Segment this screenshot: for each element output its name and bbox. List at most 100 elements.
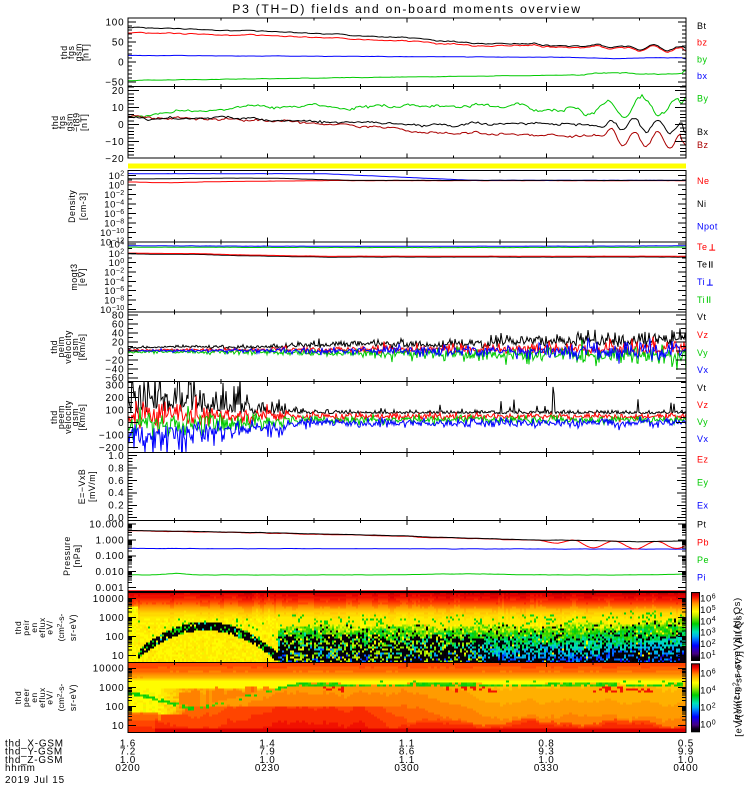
svg-text:eV/: eV/ <box>45 690 55 704</box>
svg-text:100: 100 <box>105 702 124 713</box>
svg-text:Bx: Bx <box>697 127 708 137</box>
svg-text:eV/: eV/ <box>45 620 55 634</box>
svg-text:0330: 0330 <box>534 763 559 774</box>
svg-text:Density: Density <box>67 190 77 223</box>
svg-text:10.000: 10.000 <box>89 519 124 530</box>
svg-text:−4: −4 <box>116 199 125 206</box>
svg-text:0.8: 0.8 <box>108 463 124 474</box>
svg-text:10: 10 <box>112 103 125 114</box>
svg-text:2019 Jul 15: 2019 Jul 15 <box>5 775 65 786</box>
svg-text:0.6: 0.6 <box>108 476 124 487</box>
svg-text:gsm: gsm <box>64 113 74 131</box>
svg-text:gsm: gsm <box>70 338 80 356</box>
svg-text:0.001: 0.001 <box>96 583 125 594</box>
svg-text:peem: peem <box>56 405 66 429</box>
svg-text:[eV]: [eV] <box>77 268 87 286</box>
svg-text:100: 100 <box>105 632 124 643</box>
svg-text:0.2: 0.2 <box>108 501 124 512</box>
svg-text:Ez: Ez <box>697 455 708 465</box>
svg-text:0200: 0200 <box>115 763 140 774</box>
svg-text:E=−VxB: E=−VxB <box>77 469 87 505</box>
svg-text:sr-eV): sr-eV) <box>68 684 78 711</box>
svg-text:1.4: 1.4 <box>259 738 275 749</box>
svg-text:2: 2 <box>120 171 124 178</box>
svg-text:2: 2 <box>712 639 716 646</box>
svg-text:mogt3: mogt3 <box>69 263 79 290</box>
svg-text:[eV/(cm2-s-sr-eV)] (All Qs): [eV/(cm2-s-sr-eV)] (All Qs) <box>734 611 745 736</box>
svg-text:gsm: gsm <box>70 408 80 426</box>
svg-text:−12: −12 <box>112 237 125 244</box>
svg-text:−6: −6 <box>116 286 125 293</box>
svg-text:−8: −8 <box>116 218 125 225</box>
svg-text:0.8: 0.8 <box>538 738 554 749</box>
svg-text:0300: 0300 <box>394 763 419 774</box>
svg-text:10: 10 <box>104 295 116 306</box>
svg-text:3: 3 <box>712 628 716 635</box>
svg-text:1.000: 1.000 <box>96 535 125 546</box>
svg-text:[nT]: [nT] <box>79 114 89 131</box>
svg-text:[cm-3]: [cm-3] <box>78 192 88 220</box>
svg-text:Vt: Vt <box>697 312 706 322</box>
svg-text:eflux: eflux <box>37 617 47 638</box>
svg-text:4: 4 <box>120 239 124 246</box>
svg-text:peir: peir <box>21 619 31 635</box>
svg-text:50: 50 <box>112 37 125 48</box>
svg-text:10: 10 <box>109 258 121 269</box>
svg-text:en: en <box>29 692 39 703</box>
svg-text:10: 10 <box>700 628 712 639</box>
svg-text:7.2: 7.2 <box>120 747 136 758</box>
svg-text:−20: −20 <box>105 154 124 165</box>
svg-text:thd_Z-GSM: thd_Z-GSM <box>5 755 63 766</box>
svg-text:[nT]: [nT] <box>81 44 91 61</box>
svg-text:Vy: Vy <box>697 417 708 427</box>
svg-text:−6: −6 <box>116 209 125 216</box>
svg-text:peer: peer <box>21 688 31 707</box>
svg-text:thd: thd <box>13 621 23 634</box>
svg-text:hhmm: hhmm <box>5 763 36 774</box>
svg-text:1.0: 1.0 <box>538 755 554 766</box>
svg-text:10: 10 <box>112 651 125 662</box>
svg-text:Ey: Ey <box>697 478 708 488</box>
svg-text:2: 2 <box>712 703 716 710</box>
svg-text:Pe: Pe <box>697 555 709 565</box>
svg-text:10: 10 <box>100 237 112 248</box>
svg-text:by: by <box>697 54 707 64</box>
svg-text:Pt: Pt <box>697 520 706 530</box>
svg-text:10000: 10000 <box>93 594 125 605</box>
svg-text:10: 10 <box>100 305 112 316</box>
svg-text:10: 10 <box>104 267 116 278</box>
svg-text:0: 0 <box>120 258 124 265</box>
svg-text:By: By <box>697 94 708 104</box>
svg-text:60: 60 <box>112 320 125 331</box>
svg-text:4: 4 <box>712 616 716 623</box>
svg-text:8.6: 8.6 <box>399 747 415 758</box>
svg-text:10: 10 <box>104 190 116 201</box>
svg-text:0: 0 <box>118 418 124 429</box>
svg-text:0.4: 0.4 <box>108 488 124 499</box>
svg-text:Vy: Vy <box>697 348 708 358</box>
svg-text:1.1: 1.1 <box>399 755 415 766</box>
svg-text:Te: Te <box>697 242 707 252</box>
svg-text:bx: bx <box>697 71 707 81</box>
svg-text:80: 80 <box>112 311 125 322</box>
svg-text:Pi: Pi <box>697 573 706 583</box>
svg-text:−t89: −t89 <box>72 112 82 132</box>
svg-text:Bz: Bz <box>697 140 708 150</box>
svg-text:thd_Y-GSM: thd_Y-GSM <box>5 747 63 758</box>
svg-text:Ne: Ne <box>697 176 709 186</box>
svg-text:10: 10 <box>700 594 712 605</box>
svg-text:100: 100 <box>105 405 124 416</box>
svg-text:7.9: 7.9 <box>259 747 275 758</box>
svg-text:6: 6 <box>712 594 716 601</box>
svg-text:1000: 1000 <box>99 613 124 624</box>
svg-text:6: 6 <box>712 669 716 676</box>
svg-text:Bt: Bt <box>697 21 706 31</box>
svg-text:Ti: Ti <box>697 277 705 287</box>
svg-text:1.0: 1.0 <box>678 755 694 766</box>
svg-text:Ti: Ti <box>697 295 705 305</box>
svg-text:P3 (TH−D) fields and on-board: P3 (TH−D) fields and on-board moments ov… <box>232 2 582 16</box>
svg-text:10: 10 <box>700 650 712 661</box>
svg-text:10: 10 <box>109 171 121 182</box>
svg-text:0.010: 0.010 <box>96 567 125 578</box>
svg-text:Te: Te <box>697 260 707 270</box>
